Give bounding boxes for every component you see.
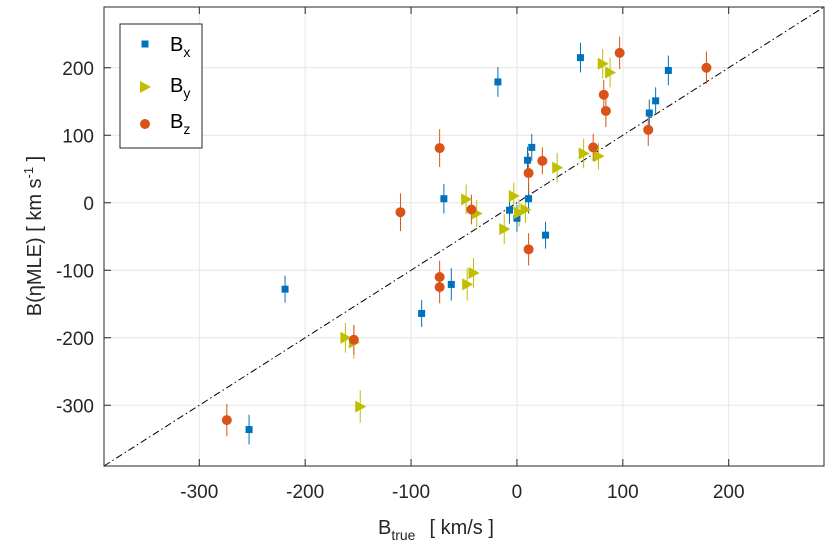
point-by bbox=[462, 278, 474, 291]
point-by bbox=[468, 266, 480, 279]
x-label-sub: true bbox=[391, 527, 415, 543]
legend-label-by: By bbox=[170, 75, 190, 101]
y-tick-label: -200 bbox=[56, 329, 94, 350]
legend-label-bx: Bx bbox=[170, 34, 190, 60]
y-ticks: -300 -200 -100 0 100 200 bbox=[56, 59, 824, 417]
point-bz bbox=[614, 47, 625, 58]
point-bz bbox=[466, 204, 477, 215]
point-bx bbox=[576, 54, 584, 62]
x-tick-label: 0 bbox=[512, 482, 523, 503]
point-bz bbox=[221, 415, 232, 426]
point-bz bbox=[523, 168, 534, 179]
x-label-units: [ km/s ] bbox=[429, 517, 493, 539]
x-tick-label: -200 bbox=[286, 482, 324, 503]
point-bz bbox=[537, 155, 548, 166]
y-tick-label: 200 bbox=[62, 59, 94, 80]
reference-line-layer bbox=[103, 6, 825, 467]
point-bx bbox=[281, 285, 289, 293]
point-bz bbox=[434, 143, 445, 154]
point-by bbox=[461, 193, 473, 206]
y-tick-label: -100 bbox=[56, 261, 94, 282]
point-bx bbox=[525, 195, 533, 203]
plot-frame bbox=[103, 6, 825, 467]
legend-marker-by bbox=[140, 81, 151, 93]
point-bz bbox=[434, 282, 445, 293]
point-bx bbox=[528, 143, 536, 151]
point-bx bbox=[542, 231, 550, 239]
point-by bbox=[520, 203, 532, 216]
point-bz bbox=[701, 62, 712, 73]
point-bz bbox=[643, 124, 654, 135]
point-by bbox=[355, 400, 367, 413]
legend-label-bz: Bz bbox=[170, 111, 190, 137]
y-label-sup: -1 bbox=[21, 167, 36, 179]
reference-line bbox=[103, 6, 825, 467]
point-bx bbox=[245, 426, 253, 434]
x-ticks: -300 -200 -100 0 100 200 bbox=[180, 7, 745, 503]
point-bz bbox=[523, 244, 534, 255]
x-axis-label: Btrue [ km/s ] bbox=[378, 517, 494, 543]
point-bx bbox=[652, 97, 660, 105]
y-label-end: ] bbox=[24, 156, 46, 167]
y-tick-label: 0 bbox=[83, 194, 94, 215]
point-by bbox=[552, 161, 564, 174]
point-by bbox=[578, 147, 590, 160]
point-bx bbox=[524, 156, 532, 164]
legend-marker-bz bbox=[140, 119, 150, 129]
x-tick-label: -100 bbox=[392, 482, 430, 503]
point-bx bbox=[664, 66, 672, 74]
point-by bbox=[340, 331, 352, 344]
y-tick-label: -300 bbox=[56, 396, 94, 417]
point-bz bbox=[395, 207, 406, 218]
point-by bbox=[605, 66, 617, 79]
y-axis-label: B(ηMLE) [ km s-1 ] bbox=[21, 156, 46, 316]
point-bx bbox=[418, 309, 426, 317]
point-bz bbox=[434, 272, 445, 282]
point-by bbox=[508, 190, 520, 202]
y-tick-label: 100 bbox=[62, 126, 94, 147]
x-label-main: B bbox=[378, 517, 391, 539]
data-points bbox=[221, 47, 712, 434]
point-bz bbox=[598, 89, 609, 100]
y-label-pre: B( bbox=[24, 296, 46, 316]
point-bz bbox=[348, 334, 359, 345]
point-bx bbox=[506, 206, 514, 214]
x-tick-label: 200 bbox=[713, 482, 745, 503]
legend: Bx By Bz bbox=[119, 23, 203, 149]
y-label-greek: η bbox=[24, 285, 46, 296]
point-bx bbox=[494, 78, 502, 86]
legend-box bbox=[119, 23, 203, 149]
y-label-post: MLE) [ km s bbox=[24, 178, 46, 285]
point-bz bbox=[588, 142, 599, 153]
point-bx bbox=[513, 214, 521, 222]
point-bx bbox=[440, 195, 448, 203]
point-by bbox=[514, 206, 526, 219]
point-bx bbox=[645, 109, 653, 117]
point-by bbox=[499, 223, 511, 236]
legend-marker-bx bbox=[141, 40, 149, 48]
point-bz bbox=[600, 105, 611, 116]
point-bx bbox=[447, 280, 455, 288]
x-tick-label: -300 bbox=[180, 482, 218, 503]
point-by bbox=[597, 57, 609, 70]
point-by bbox=[593, 150, 605, 163]
x-tick-label: 100 bbox=[607, 482, 639, 503]
